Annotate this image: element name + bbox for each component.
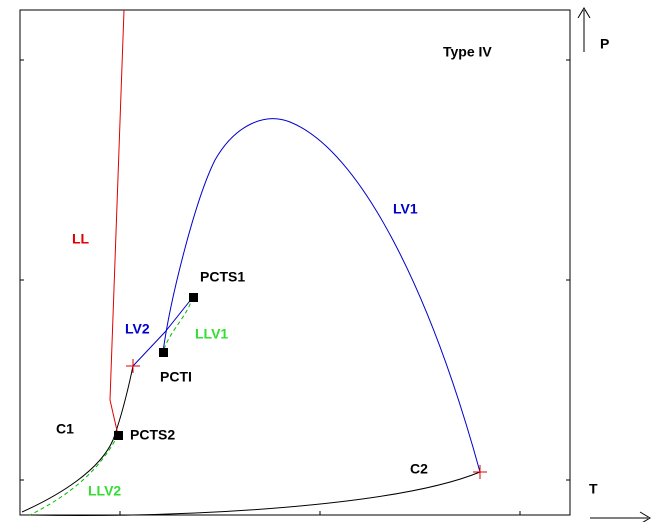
- curve-ll: [109, 9, 125, 436]
- curve-c2: [29, 471, 481, 516]
- label-lv1: LV1: [393, 201, 418, 217]
- label-c2: C2: [410, 461, 428, 477]
- label-pcts1: PCTS1: [200, 269, 245, 285]
- curve-lv2: [132, 296, 194, 367]
- label-ll: LL: [72, 231, 90, 247]
- curve-llv2: [29, 434, 119, 516]
- critical-end-points: [126, 359, 487, 479]
- label-c1: C1: [56, 421, 74, 437]
- curve-llv1: [162, 296, 194, 353]
- x-axis-label: T: [589, 481, 598, 497]
- label-llv1: LLV1: [195, 326, 228, 342]
- points: [114, 293, 198, 440]
- label-pcts2: PCTS2: [130, 427, 175, 443]
- frame: [19, 9, 571, 516]
- y-axis-label: P: [600, 36, 609, 52]
- label-pcti: PCTI: [160, 369, 192, 385]
- curve-c1: [21, 365, 134, 513]
- title: Type IV: [443, 44, 492, 60]
- curve-lv1: [162, 118, 481, 473]
- label-llv2: LLV2: [88, 483, 121, 499]
- label-lv2: LV2: [125, 321, 150, 337]
- frame-ticks: [20, 59, 570, 515]
- axis-arrows: [577, 7, 651, 522]
